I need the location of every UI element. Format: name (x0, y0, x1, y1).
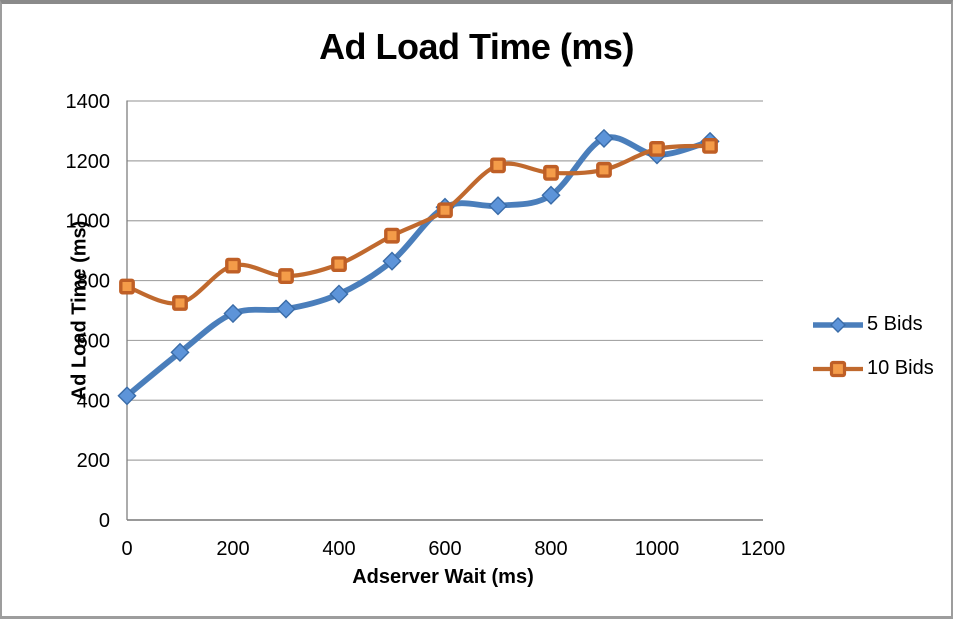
chart-title: Ad Load Time (ms) (319, 26, 634, 67)
data-point-diamond-5-bids (276, 299, 296, 319)
legend-swatch-square-icon (813, 360, 863, 377)
data-point-square-10-bids (384, 227, 400, 244)
data-point-square-10-bids (543, 164, 559, 181)
data-point-square-10-bids (331, 256, 347, 273)
x-tick-label: 0 (121, 538, 132, 560)
legend-label-10-bids: 10 Bids (867, 357, 934, 379)
chart-legend: 5 Bids 10 Bids (812, 313, 934, 380)
data-point-square-10-bids (225, 257, 241, 274)
y-tick-label: 1000 (66, 211, 111, 233)
legend-item-5-bids: 5 Bids (812, 313, 934, 336)
legend-item-10-bids: 10 Bids (812, 357, 934, 380)
data-point-square-10-bids (702, 137, 718, 154)
data-point-square-10-bids (596, 161, 612, 178)
data-point-diamond-5-bids (170, 342, 190, 362)
y-tick-label: 200 (77, 450, 110, 472)
legend-label-5-bids: 5 Bids (867, 313, 923, 335)
legend-swatch-diamond-icon (813, 316, 863, 333)
data-point-diamond-5-bids (223, 303, 243, 324)
data-point-diamond-5-bids (382, 251, 402, 271)
series-line-5-bids (124, 134, 713, 399)
data-point-square-10-bids (172, 295, 188, 311)
data-point-square-10-bids (490, 157, 506, 174)
y-tick-label: 0 (99, 510, 110, 532)
data-point-diamond-5-bids (488, 196, 508, 216)
y-tick-label: 600 (77, 330, 110, 352)
data-point-diamond-5-bids (594, 128, 614, 149)
y-tick-label: 1200 (66, 151, 111, 173)
data-point-diamond-5-bids (117, 386, 137, 406)
x-tick-label: 800 (534, 538, 567, 560)
y-tick-label: 800 (77, 271, 110, 293)
data-point-square-10-bids (649, 140, 665, 157)
y-tick-label: 1400 (66, 91, 111, 113)
data-point-square-10-bids (278, 268, 294, 284)
series-line-10-bids (124, 143, 713, 306)
y-tick-label: 400 (77, 390, 110, 412)
data-point-square-10-bids (119, 278, 135, 295)
x-tick-label: 1000 (635, 538, 680, 560)
x-tick-label: 400 (322, 538, 355, 560)
x-tick-label: 200 (216, 538, 249, 560)
x-tick-label: 1200 (741, 538, 786, 560)
x-tick-label: 600 (428, 538, 461, 560)
data-point-diamond-5-bids (329, 284, 349, 304)
data-point-square-10-bids (437, 202, 453, 219)
data-point-diamond-5-bids (541, 185, 561, 205)
x-axis-title: Adserver Wait (ms) (352, 566, 534, 588)
line-chart-plot-area: 0 200 400 600 800 1000 1200 1400 0 200 400 600 800 10… (66, 91, 786, 560)
